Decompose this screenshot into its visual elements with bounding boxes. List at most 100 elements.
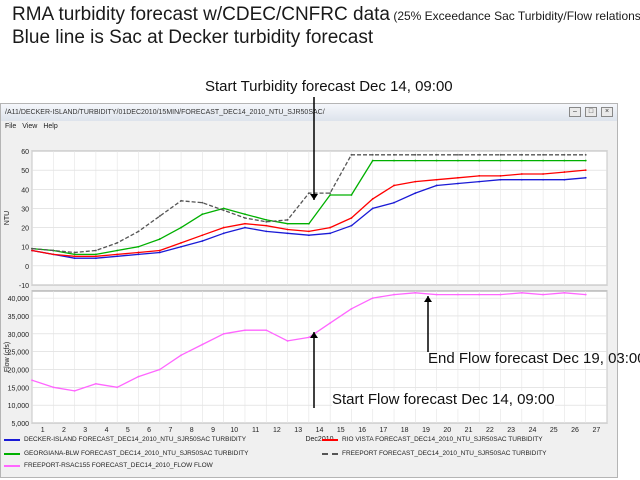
legend-label: GEORGIANA-BLW FORECAST_DEC14_2010_NTU_SJ… xyxy=(24,450,249,457)
legend-entry: FREEPORT-RSAC155 FORECAST_DEC14_2010_FLO… xyxy=(4,462,213,469)
data-point xyxy=(52,386,55,389)
window-controls: – □ × xyxy=(569,107,613,117)
data-point xyxy=(499,153,502,156)
y-axis-label: Flow (cfs) xyxy=(4,342,11,372)
data-point xyxy=(499,178,502,181)
y-axis-label: NTU xyxy=(4,211,11,225)
data-point xyxy=(329,226,332,229)
data-point xyxy=(435,293,438,296)
data-point xyxy=(563,159,566,162)
data-point xyxy=(265,329,268,332)
y-tick-label: 0 xyxy=(25,264,29,271)
data-point xyxy=(52,249,55,252)
data-point xyxy=(457,176,459,179)
data-point xyxy=(31,249,33,252)
data-point xyxy=(371,297,374,300)
data-point xyxy=(584,169,587,172)
data-point xyxy=(137,253,140,256)
data-point xyxy=(116,249,119,252)
y-tick-label: 30,000 xyxy=(8,332,30,339)
data-point xyxy=(457,153,459,156)
title-note: (25% Exceedance Sac Turbidity/Flow relat… xyxy=(390,9,640,23)
y-tick-label: 20,000 xyxy=(8,367,30,374)
data-point xyxy=(350,194,353,196)
data-point xyxy=(520,291,523,294)
x-tick-label: 7 xyxy=(168,427,172,434)
arrow-start-flow-head xyxy=(310,332,318,338)
x-tick-label: 5 xyxy=(126,427,130,434)
x-tick-label: 15 xyxy=(337,427,345,434)
data-point xyxy=(158,215,161,217)
x-tick-label: 9 xyxy=(211,427,215,434)
x-tick-label: 11 xyxy=(252,427,259,434)
data-point xyxy=(244,226,246,229)
data-point xyxy=(137,245,140,248)
data-point xyxy=(371,207,374,210)
data-point xyxy=(457,293,459,296)
x-tick-label: 14 xyxy=(316,427,324,434)
data-point xyxy=(393,153,395,156)
legend-label: FREEPORT FORECAST_DEC14_2010_NTU_SJR50SA… xyxy=(342,450,547,457)
data-point xyxy=(584,293,587,296)
data-point xyxy=(137,230,140,233)
data-point xyxy=(94,257,97,260)
data-point xyxy=(563,171,566,173)
data-point xyxy=(222,332,225,335)
data-point xyxy=(542,173,545,175)
data-point xyxy=(180,354,182,357)
x-tick-label: 23 xyxy=(507,427,515,434)
y-tick-label: 60 xyxy=(21,149,29,156)
data-point xyxy=(222,209,225,212)
menu-file[interactable]: File xyxy=(5,123,17,130)
data-point xyxy=(435,159,438,162)
data-point xyxy=(201,240,204,242)
data-point xyxy=(307,234,310,237)
x-tick-label: 21 xyxy=(465,427,473,434)
menu-view[interactable]: View xyxy=(22,123,38,130)
data-point xyxy=(94,382,97,385)
x-tick-label: 4 xyxy=(105,427,109,434)
x-tick-label: 27 xyxy=(592,427,600,434)
data-point xyxy=(393,201,395,204)
data-point xyxy=(584,159,587,162)
data-point xyxy=(350,217,353,219)
x-tick-label: 1 xyxy=(41,427,45,434)
data-point xyxy=(158,251,161,254)
data-point xyxy=(73,251,76,254)
legend-swatch xyxy=(4,452,20,455)
x-axis-label: Dec2010 xyxy=(305,436,333,443)
y-tick-label: 40,000 xyxy=(8,296,30,303)
data-point xyxy=(222,232,225,235)
data-point xyxy=(222,226,225,229)
menu-help[interactable]: Help xyxy=(43,123,58,130)
data-point xyxy=(542,178,545,181)
minimize-icon[interactable]: – xyxy=(569,107,581,117)
data-point xyxy=(137,251,140,254)
data-point xyxy=(73,253,76,256)
data-point xyxy=(329,192,332,195)
title-main: RMA turbidity forecast w/CDEC/CNFRC data xyxy=(12,4,390,25)
data-point xyxy=(222,207,225,210)
arrow-start-turbidity-head xyxy=(310,194,318,200)
y-tick-label: 10,000 xyxy=(8,403,30,410)
data-point xyxy=(286,222,289,225)
data-point xyxy=(520,178,523,181)
data-point xyxy=(371,153,374,156)
data-point xyxy=(201,343,204,346)
data-point xyxy=(329,194,332,196)
y-tick-label: 25,000 xyxy=(8,350,30,357)
x-tick-label: 16 xyxy=(358,427,366,434)
y-tick-label: 15,000 xyxy=(8,385,30,392)
data-point xyxy=(116,255,119,258)
data-point xyxy=(414,180,417,183)
data-point xyxy=(158,368,161,371)
legend-label: RIO VISTA FORECAST_DEC14_2010_NTU_SJR50S… xyxy=(342,436,543,443)
data-point xyxy=(116,241,119,244)
data-point xyxy=(116,386,119,389)
data-point xyxy=(307,192,310,195)
data-point xyxy=(137,375,140,378)
data-point xyxy=(435,178,438,181)
close-icon[interactable]: × xyxy=(601,107,613,117)
maximize-icon[interactable]: □ xyxy=(585,107,597,117)
data-point xyxy=(265,224,268,227)
